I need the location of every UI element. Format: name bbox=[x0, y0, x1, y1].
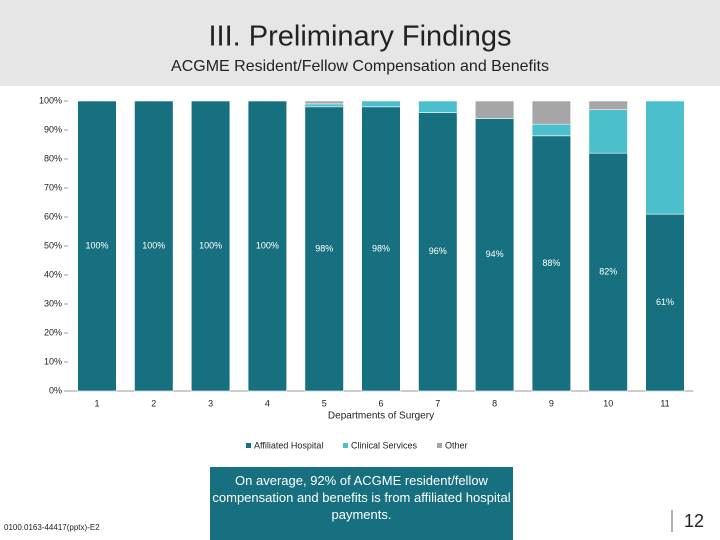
bar-segment bbox=[588, 109, 628, 154]
x-tick-label: 10 bbox=[603, 398, 613, 408]
bar-segment bbox=[361, 100, 401, 108]
value-label: 94% bbox=[486, 249, 504, 259]
y-tick-label: 80% bbox=[44, 153, 62, 163]
callout: On average, 92% of ACGME resident/fellow… bbox=[212, 473, 511, 522]
y-tick-label: 60% bbox=[44, 211, 62, 221]
legend-swatch bbox=[246, 443, 251, 448]
bar-segment bbox=[588, 152, 628, 392]
value-label: 88% bbox=[542, 258, 560, 268]
bar-segment bbox=[474, 100, 515, 119]
bar-segment bbox=[304, 106, 344, 392]
bar-segment bbox=[304, 100, 344, 105]
value-label: 100% bbox=[142, 240, 165, 250]
header-band bbox=[0, 0, 720, 86]
y-tick-label: 100% bbox=[39, 95, 62, 105]
slide-title: III. Preliminary Findings bbox=[209, 21, 512, 53]
x-tick-label: 6 bbox=[378, 398, 383, 408]
x-tick-label: 8 bbox=[492, 398, 497, 408]
bar-segment bbox=[418, 112, 458, 392]
x-tick-label: 3 bbox=[208, 398, 213, 408]
bar-segment bbox=[77, 100, 117, 392]
y-tick-label: 30% bbox=[44, 298, 62, 308]
legend-swatch bbox=[343, 443, 348, 448]
y-tick-label: 20% bbox=[44, 327, 62, 337]
bar-segment bbox=[645, 100, 685, 215]
callout-text: On average, 92% of ACGME resident/fellow… bbox=[212, 473, 511, 522]
bar-segment bbox=[361, 106, 401, 392]
bar-segment bbox=[134, 100, 174, 392]
y-tick-label: 40% bbox=[44, 269, 62, 279]
page-number: 12 bbox=[684, 511, 704, 531]
bar-segment bbox=[531, 135, 572, 392]
bar-segment bbox=[304, 103, 344, 108]
footer-code: 0100.0163-44417(pptx)-E2 bbox=[4, 523, 100, 532]
x-tick-label: 1 bbox=[94, 398, 99, 408]
bar-segment bbox=[190, 100, 231, 392]
x-tick-label: 9 bbox=[549, 398, 554, 408]
y-tick-label: 70% bbox=[44, 182, 62, 192]
y-tick-label: 90% bbox=[44, 124, 62, 134]
value-label: 100% bbox=[199, 240, 222, 250]
x-axis-title: Departments of Surgery bbox=[328, 411, 434, 422]
legend-swatch bbox=[437, 443, 442, 448]
x-tick-label: 7 bbox=[435, 398, 440, 408]
bar-segment bbox=[531, 123, 572, 137]
bar-segment bbox=[418, 100, 458, 113]
legend-label: Clinical Services bbox=[351, 440, 418, 450]
bar-segment bbox=[474, 118, 515, 392]
bar-segment bbox=[531, 100, 572, 125]
y-tick-label: 0% bbox=[49, 385, 62, 395]
value-label: 100% bbox=[85, 240, 108, 250]
bar-segment bbox=[645, 213, 685, 392]
value-label: 100% bbox=[256, 240, 279, 250]
value-label: 61% bbox=[656, 297, 674, 307]
x-tick-label: 11 bbox=[660, 398, 669, 408]
callout-box bbox=[210, 467, 513, 540]
chart-title: ACGME Resident/Fellow Compensation and B… bbox=[171, 58, 549, 75]
legend-label: Other bbox=[445, 440, 468, 450]
value-label: 98% bbox=[315, 243, 333, 253]
x-tick-label: 5 bbox=[322, 398, 327, 408]
bar-segment bbox=[247, 100, 288, 392]
y-tick-label: 50% bbox=[44, 240, 62, 250]
bar-segment bbox=[588, 100, 628, 110]
x-tick-label: 2 bbox=[151, 398, 156, 408]
value-label: 98% bbox=[372, 243, 390, 253]
y-tick-label: 10% bbox=[44, 356, 62, 366]
x-tick-label: 4 bbox=[265, 398, 270, 408]
value-label: 96% bbox=[429, 246, 447, 256]
value-label: 82% bbox=[599, 266, 617, 276]
legend-label: Affiliated Hospital bbox=[254, 440, 323, 450]
